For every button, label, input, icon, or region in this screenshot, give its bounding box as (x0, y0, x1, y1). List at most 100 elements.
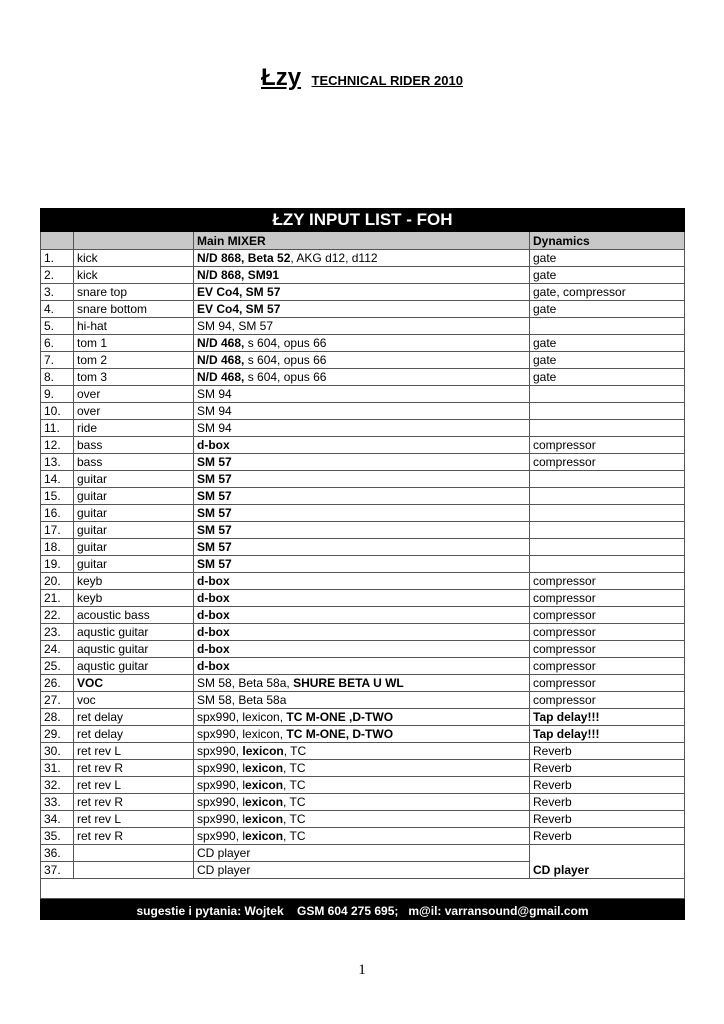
channel-number: 1. (40, 249, 74, 267)
main-mixer-cell: SM 94 (193, 419, 530, 437)
contact-footer-row: sugestie i pytania: Wojtek GSM 604 275 6… (39, 898, 686, 920)
mixer-segment: spx990, lexicon, (197, 710, 287, 724)
main-mixer-cell: SM 57 (193, 470, 530, 488)
mixer-segment: d-box (197, 659, 230, 673)
mixer-segment: , TC (283, 812, 306, 826)
mixer-segment: TC M-ONE, D-TWO (286, 727, 394, 741)
main-mixer-cell: spx990, lexicon, TC (193, 793, 530, 811)
main-mixer-cell: N/D 868, SM91 (193, 266, 530, 284)
source-name: over (73, 385, 194, 403)
main-mixer-cell: d-box (193, 640, 530, 658)
dynamics-cell: Reverb (528, 742, 686, 760)
mixer-segment: SM 57 (197, 472, 232, 486)
source-name: kick (73, 266, 194, 284)
channel-number: 15. (40, 487, 74, 505)
mixer-segment: N/D 868, Beta 52 (197, 251, 291, 265)
dynamics-cell (528, 317, 686, 335)
source-name (73, 861, 194, 879)
channel-number: 5. (40, 317, 74, 335)
dynamics-cell (528, 504, 686, 522)
table-row: 6. tom 1 N/D 468, s 604, opus 66 gate (40, 334, 686, 352)
dynamics-cell: Reverb (528, 827, 686, 845)
mixer-segment: exicon (245, 761, 284, 775)
mixer-segment: exicon (245, 812, 284, 826)
dynamics-cell: compressor (528, 436, 686, 454)
channel-number: 14. (40, 470, 74, 488)
mixer-segment: SM 57 (197, 455, 232, 469)
table-row: 11. ride SM 94 (40, 419, 686, 437)
channel-number: 10. (40, 402, 74, 420)
main-mixer-cell: spx990, lexicon, TC (193, 742, 530, 760)
channel-number: 22. (40, 606, 74, 624)
mixer-segment: d-box (197, 438, 230, 452)
main-mixer-cell: N/D 868, Beta 52, AKG d12, d112 (193, 249, 530, 267)
table-row: 24. aqustic guitar d-box compressor (40, 640, 686, 658)
dynamics-cell: compressor (528, 623, 686, 641)
table-row: 23. aqustic guitar d-box compressor (40, 623, 686, 641)
channel-number: 32. (40, 776, 74, 794)
main-mixer-cell: SM 57 (193, 453, 530, 471)
mixer-segment: CD player (197, 863, 251, 877)
dynamics-cell (528, 419, 686, 437)
source-name: aqustic guitar (73, 623, 194, 641)
table-row: 10. over SM 94 (40, 402, 686, 420)
mixer-segment: d-box (197, 608, 230, 622)
channel-number: 3. (40, 283, 74, 301)
header-dynamics: Dynamics (528, 231, 686, 250)
main-mixer-cell: spx990, lexicon, TC (193, 776, 530, 794)
dynamics-cell (528, 521, 686, 539)
table-row: 19. guitar SM 57 (40, 555, 686, 573)
main-mixer-cell: d-box (193, 606, 530, 624)
dynamics-cell: Reverb (528, 759, 686, 777)
channel-number: 16. (40, 504, 74, 522)
main-mixer-cell: EV Co4, SM 57 (193, 283, 530, 301)
dynamics-cell (528, 470, 686, 488)
channel-number: 20. (40, 572, 74, 590)
mixer-segment: SM 58, Beta 58a, (197, 676, 294, 690)
source-name: tom 1 (73, 334, 194, 352)
mixer-segment: N/D 868, SM91 (197, 268, 280, 282)
main-mixer-cell: N/D 468, s 604, opus 66 (193, 351, 530, 369)
mixer-segment: s 604, opus 66 (244, 336, 327, 350)
mixer-segment: spx990, l (197, 795, 246, 809)
main-mixer-cell: d-box (193, 657, 530, 675)
input-list-table: ŁZY INPUT LIST - FOH Main MIXER Dynamics… (39, 208, 686, 920)
table-row: 3. snare top EV Co4, SM 57 gate, compressor (40, 283, 686, 301)
mixer-segment: spx990, l (197, 812, 246, 826)
mixer-segment: EV Co4, SM 57 (197, 302, 281, 316)
main-mixer-cell: spx990, lexicon, TC M-ONE, D-TWO (193, 725, 530, 743)
table-row: 2. kick N/D 868, SM91 gate (40, 266, 686, 284)
table-row: 13. bass SM 57 compressor (40, 453, 686, 471)
dynamics-cell: CD player (528, 844, 686, 879)
mixer-segment: SM 94 (197, 404, 232, 418)
dynamics-cell (528, 487, 686, 505)
main-mixer-cell: d-box (193, 572, 530, 590)
channel-number: 33. (40, 793, 74, 811)
dynamics-cell: compressor (528, 674, 686, 692)
main-mixer-cell: SM 57 (193, 538, 530, 556)
contact-footer: sugestie i pytania: Wojtek GSM 604 275 6… (39, 898, 686, 920)
mixer-segment: d-box (197, 642, 230, 656)
channel-number: 30. (40, 742, 74, 760)
table-header-row: Main MIXER Dynamics (40, 231, 686, 250)
channel-number: 29. (40, 725, 74, 743)
table-row: 18. guitar SM 57 (40, 538, 686, 556)
channel-number: 36. (40, 844, 74, 862)
main-mixer-cell: N/D 468, s 604, opus 66 (193, 334, 530, 352)
document-subtitle: TECHNICAL RIDER 2010 (311, 73, 463, 88)
mixer-segment: N/D 468, (197, 370, 245, 384)
source-name: bass (73, 436, 194, 454)
table-row: 36. CD player CD player (40, 844, 686, 879)
table-row: 7. tom 2 N/D 468, s 604, opus 66 gate (40, 351, 686, 369)
dynamics-cell: Tap delay!!! (528, 708, 686, 726)
dynamics-cell (528, 555, 686, 573)
mixer-segment: SM 57 (197, 489, 232, 503)
source-name: snare top (73, 283, 194, 301)
source-name: acoustic bass (73, 606, 194, 624)
source-name: bass (73, 453, 194, 471)
mixer-segment: , TC (283, 761, 306, 775)
